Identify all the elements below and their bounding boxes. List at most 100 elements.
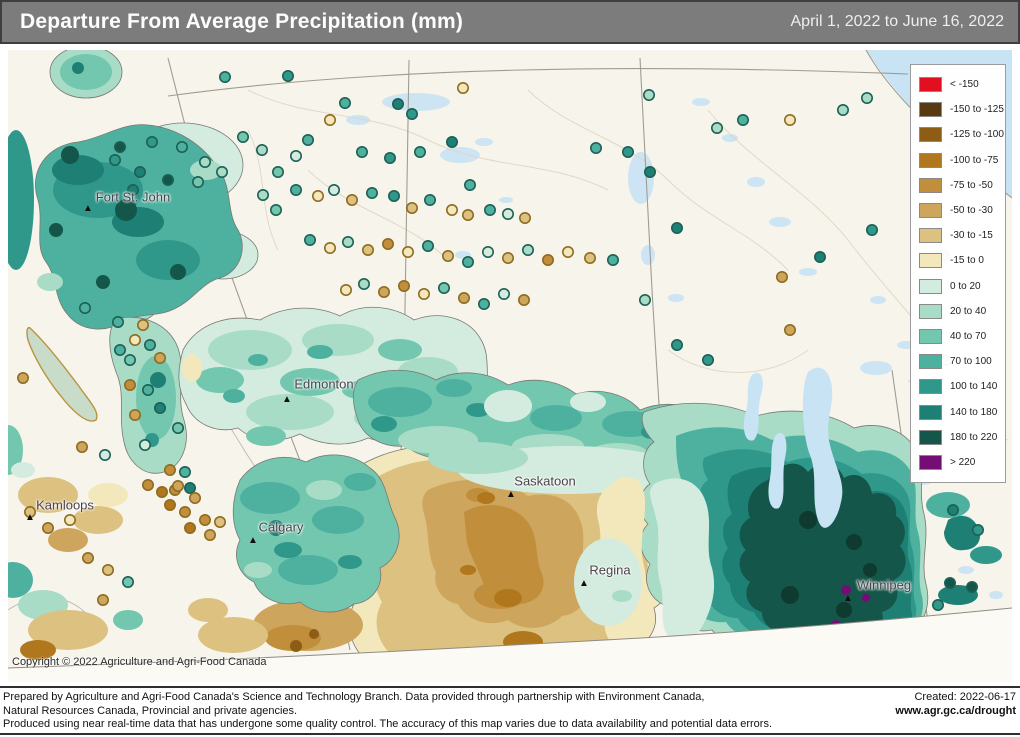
station-dot bbox=[381, 238, 394, 251]
station-dot bbox=[387, 190, 400, 203]
station-dot bbox=[497, 288, 510, 301]
station-dot bbox=[189, 491, 202, 504]
station-dot bbox=[124, 353, 137, 366]
station-dot bbox=[445, 136, 458, 149]
legend-label: -75 to -50 bbox=[950, 179, 993, 191]
station-dot bbox=[501, 252, 514, 265]
legend-label: -15 to 0 bbox=[950, 255, 984, 267]
station-dot bbox=[156, 485, 169, 498]
station-dot bbox=[670, 338, 683, 351]
legend-label: 70 to 100 bbox=[950, 356, 992, 368]
station-dot bbox=[124, 378, 137, 391]
legend-entry: -125 to -100 bbox=[919, 122, 1004, 147]
station-dot bbox=[154, 401, 167, 414]
station-dot bbox=[518, 212, 531, 225]
station-dot bbox=[339, 284, 352, 297]
station-dot bbox=[146, 136, 159, 149]
station-dot bbox=[17, 371, 29, 384]
legend-label: -100 to -75 bbox=[950, 154, 999, 166]
station-dot bbox=[303, 234, 316, 247]
legend-swatch bbox=[919, 177, 942, 193]
station-dot bbox=[142, 383, 155, 396]
legend-entry: -75 to -50 bbox=[919, 173, 999, 198]
legend-entry: 100 to 140 bbox=[919, 374, 999, 399]
legend-swatch bbox=[919, 127, 942, 143]
legend-label: > 220 bbox=[950, 456, 976, 468]
station-dot bbox=[199, 513, 212, 526]
legend-label: 140 to 180 bbox=[950, 406, 998, 418]
station-dot bbox=[214, 515, 227, 528]
station-dot bbox=[341, 236, 354, 249]
legend-entry: -150 to -125 bbox=[919, 97, 1004, 122]
legend-label: 100 to 140 bbox=[950, 381, 998, 393]
legend-entry: -30 to -15 bbox=[919, 223, 999, 248]
station-dot bbox=[164, 498, 177, 511]
station-dot bbox=[144, 338, 157, 351]
station-dot bbox=[179, 465, 192, 478]
legend-label: 180 to 220 bbox=[950, 431, 998, 443]
station-dot bbox=[112, 315, 125, 328]
legend-label: 0 to 20 bbox=[950, 280, 981, 292]
precip-regions bbox=[8, 50, 1012, 663]
station-dot bbox=[463, 179, 476, 192]
legend-swatch bbox=[919, 203, 942, 219]
station-dot bbox=[281, 69, 294, 82]
station-dot bbox=[184, 481, 197, 494]
station-dot bbox=[41, 521, 54, 534]
title-bar: Departure From Average Precipitation (mm… bbox=[0, 0, 1020, 44]
legend-swatch bbox=[919, 429, 942, 445]
northern-lakes bbox=[346, 93, 1003, 599]
station-dot bbox=[437, 282, 450, 295]
station-dot bbox=[457, 292, 470, 305]
station-dot bbox=[199, 156, 212, 169]
legend-entry: 140 to 180 bbox=[919, 399, 999, 424]
drought-url: www.agr.gc.ca/drought bbox=[895, 704, 1016, 717]
station-dot bbox=[405, 107, 418, 120]
station-dot bbox=[456, 81, 469, 94]
station-dot bbox=[216, 166, 229, 179]
station-dot bbox=[541, 254, 554, 267]
legend-swatch bbox=[919, 303, 942, 319]
footer-line-1: Prepared by Agriculture and Agri-Food Ca… bbox=[3, 691, 705, 703]
station-dot bbox=[179, 505, 192, 518]
station-dot bbox=[127, 184, 140, 197]
station-dot bbox=[289, 184, 302, 197]
legend-swatch bbox=[919, 379, 942, 395]
legend-entry: -15 to 0 bbox=[919, 248, 999, 273]
station-dot bbox=[836, 103, 849, 116]
station-dot bbox=[813, 251, 826, 264]
legend-entry: 20 to 40 bbox=[919, 299, 999, 324]
station-dot bbox=[122, 575, 135, 588]
station-dot bbox=[82, 551, 95, 564]
station-dot bbox=[176, 141, 189, 154]
station-dot bbox=[477, 298, 490, 311]
legend-entry: -50 to -30 bbox=[919, 198, 999, 223]
station-dot bbox=[931, 598, 944, 611]
station-dot bbox=[397, 280, 410, 293]
station-dot bbox=[638, 294, 651, 307]
station-dot bbox=[327, 184, 340, 197]
legend-swatch bbox=[919, 228, 942, 244]
station-dot bbox=[323, 114, 336, 127]
station-dot bbox=[23, 505, 36, 518]
station-dot bbox=[589, 142, 602, 155]
legend-entry: 70 to 100 bbox=[919, 349, 999, 374]
footer-line-2: Natural Resources Canada, Provincial and… bbox=[3, 704, 298, 717]
legend-swatch bbox=[919, 77, 942, 93]
legend-entry: < -150 bbox=[919, 72, 999, 97]
station-dot bbox=[481, 246, 494, 259]
station-dot bbox=[413, 146, 426, 159]
station-dot bbox=[521, 244, 534, 257]
station-dot bbox=[129, 408, 142, 421]
station-dots bbox=[17, 69, 984, 611]
station-dot bbox=[583, 252, 596, 265]
station-dot bbox=[943, 576, 956, 589]
station-dot bbox=[461, 256, 474, 269]
station-dot bbox=[421, 240, 434, 253]
legend-entry: -100 to -75 bbox=[919, 148, 999, 173]
station-dot bbox=[946, 503, 959, 516]
us-border-strip bbox=[8, 607, 1012, 682]
station-dot bbox=[701, 353, 714, 366]
station-dot bbox=[162, 174, 175, 187]
station-dot bbox=[971, 523, 984, 536]
